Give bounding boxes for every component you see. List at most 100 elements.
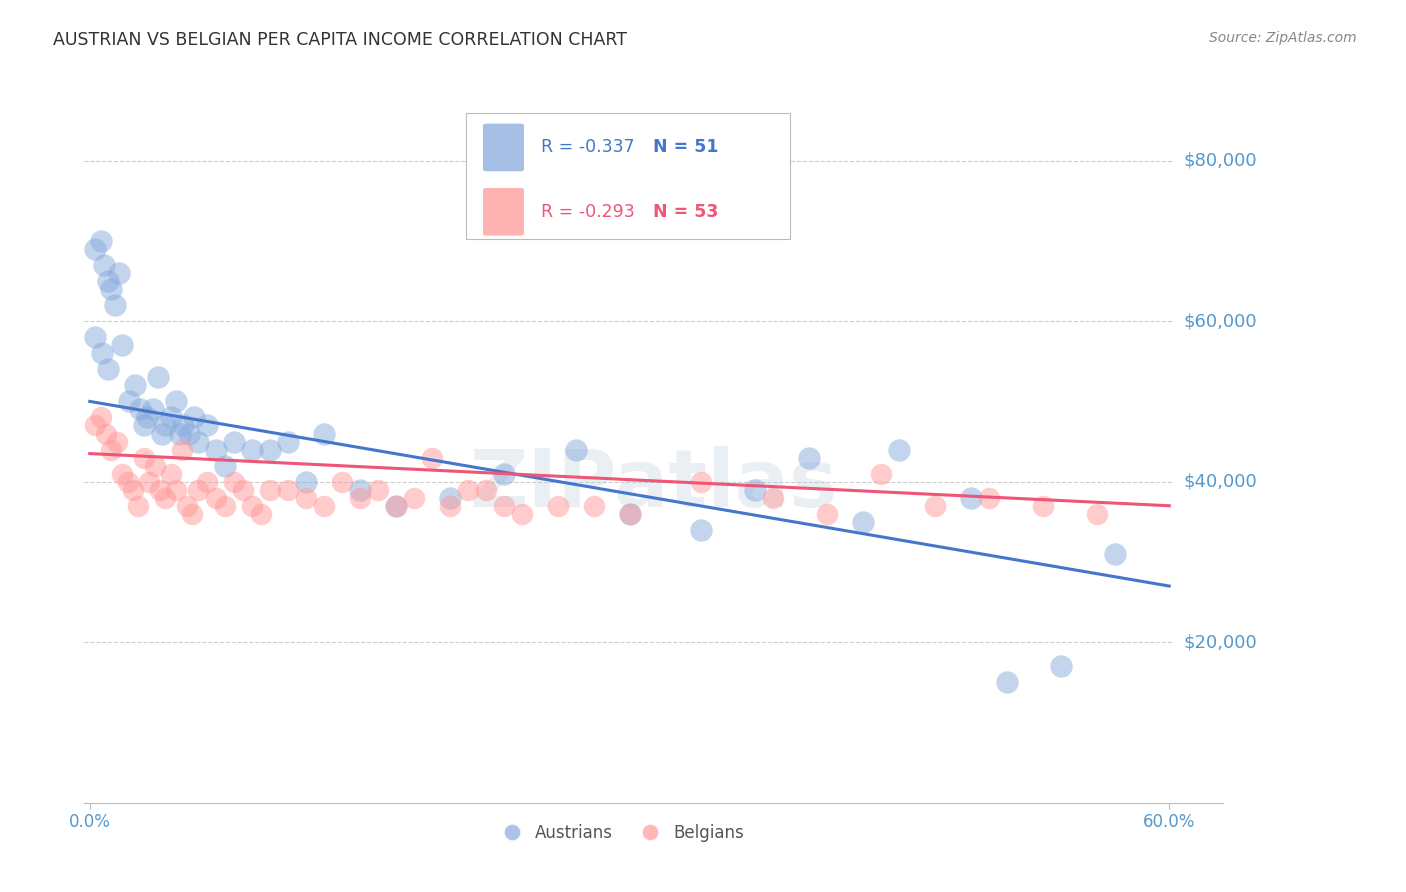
- Point: [136, 410, 159, 425]
- Point: [222, 475, 245, 489]
- Point: [249, 507, 271, 521]
- Point: [142, 402, 165, 417]
- Point: [330, 475, 353, 489]
- Point: [117, 475, 139, 489]
- Point: [143, 458, 166, 473]
- Point: [214, 458, 236, 473]
- Point: [97, 274, 120, 288]
- Point: [111, 338, 134, 352]
- FancyBboxPatch shape: [465, 112, 790, 239]
- Point: [259, 442, 281, 457]
- Point: [439, 491, 461, 505]
- Point: [93, 258, 115, 272]
- Point: [1050, 659, 1073, 673]
- Point: [799, 450, 821, 465]
- Point: [97, 362, 120, 376]
- Point: [84, 242, 107, 256]
- Text: R = -0.337: R = -0.337: [541, 138, 634, 156]
- Point: [122, 483, 145, 497]
- Point: [183, 410, 205, 425]
- Point: [155, 418, 177, 433]
- Point: [129, 402, 152, 417]
- Point: [1085, 507, 1108, 521]
- Point: [349, 483, 371, 497]
- FancyBboxPatch shape: [484, 188, 524, 235]
- Point: [222, 434, 245, 449]
- Point: [165, 394, 187, 409]
- Text: AUSTRIAN VS BELGIAN PER CAPITA INCOME CORRELATION CHART: AUSTRIAN VS BELGIAN PER CAPITA INCOME CO…: [53, 31, 627, 49]
- Point: [84, 330, 107, 344]
- Point: [474, 483, 496, 497]
- Point: [294, 475, 316, 489]
- Point: [94, 426, 117, 441]
- Point: [277, 483, 299, 497]
- Text: $80,000: $80,000: [1184, 152, 1257, 169]
- Point: [204, 491, 226, 505]
- Point: [104, 298, 127, 312]
- Point: [159, 467, 181, 481]
- Point: [367, 483, 389, 497]
- Point: [132, 450, 155, 465]
- Point: [187, 483, 209, 497]
- Point: [582, 499, 605, 513]
- Point: [564, 442, 586, 457]
- Point: [91, 346, 114, 360]
- Point: [169, 426, 191, 441]
- Point: [100, 442, 122, 457]
- Point: [165, 483, 187, 497]
- Point: [170, 442, 193, 457]
- Point: [402, 491, 425, 505]
- Point: [90, 234, 112, 248]
- Point: [84, 418, 107, 433]
- Point: [439, 499, 461, 513]
- Text: N = 51: N = 51: [652, 138, 718, 156]
- Point: [492, 499, 515, 513]
- Point: [277, 434, 299, 449]
- Point: [762, 491, 785, 505]
- Point: [852, 515, 875, 529]
- Point: [181, 507, 204, 521]
- Point: [349, 491, 371, 505]
- Point: [870, 467, 893, 481]
- Point: [815, 507, 838, 521]
- Point: [149, 483, 172, 497]
- Point: [690, 523, 713, 537]
- Text: N = 53: N = 53: [652, 202, 718, 221]
- Point: [159, 410, 181, 425]
- Point: [195, 475, 218, 489]
- Point: [214, 499, 236, 513]
- Point: [492, 467, 515, 481]
- Point: [457, 483, 479, 497]
- Text: Source: ZipAtlas.com: Source: ZipAtlas.com: [1209, 31, 1357, 45]
- Point: [312, 499, 335, 513]
- Point: [690, 475, 713, 489]
- Point: [232, 483, 254, 497]
- Point: [619, 507, 641, 521]
- Point: [420, 450, 443, 465]
- Point: [619, 507, 641, 521]
- Point: [90, 410, 112, 425]
- Point: [889, 442, 911, 457]
- Point: [111, 467, 134, 481]
- Point: [995, 675, 1018, 690]
- Point: [146, 370, 169, 384]
- Point: [294, 491, 316, 505]
- Point: [127, 499, 149, 513]
- Point: [924, 499, 946, 513]
- Point: [195, 418, 218, 433]
- Point: [105, 434, 128, 449]
- Point: [259, 483, 281, 497]
- Point: [107, 266, 129, 280]
- Point: [510, 507, 533, 521]
- Point: [979, 491, 1001, 505]
- Point: [240, 499, 263, 513]
- Point: [155, 491, 177, 505]
- Text: $60,000: $60,000: [1184, 312, 1257, 330]
- Text: R = -0.293: R = -0.293: [541, 202, 634, 221]
- Point: [240, 442, 263, 457]
- Point: [118, 394, 141, 409]
- Point: [960, 491, 983, 505]
- Point: [176, 499, 198, 513]
- Point: [1032, 499, 1054, 513]
- Point: [187, 434, 209, 449]
